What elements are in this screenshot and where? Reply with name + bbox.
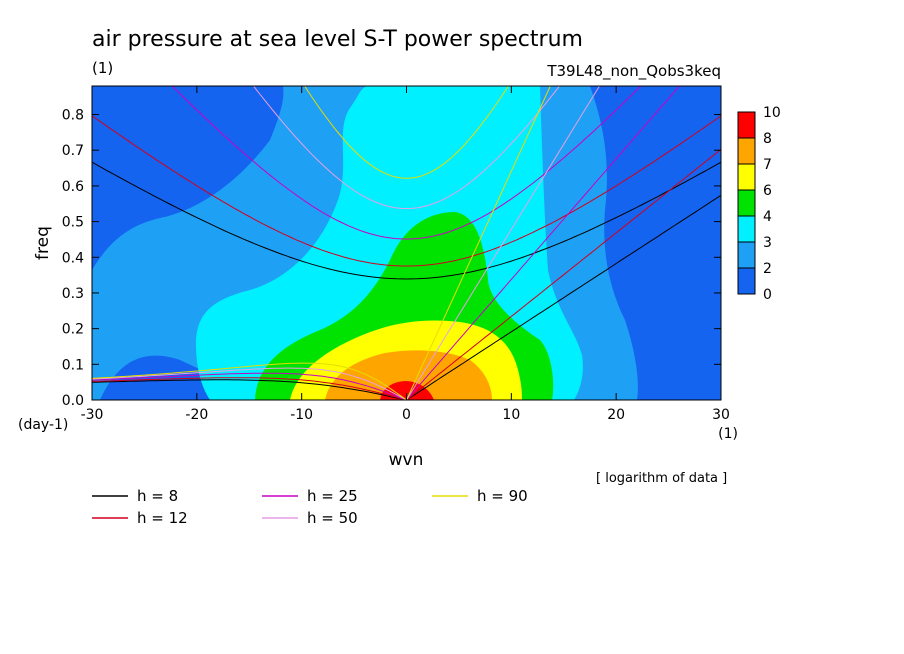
dispersion-curve xyxy=(406,86,551,400)
y-axis-label: freq xyxy=(33,226,53,260)
legend-label: h = 25 xyxy=(307,487,358,505)
colorbar-label: 10 xyxy=(763,105,781,121)
legend: h = 8 h = 12 h = 25 h = 50 h = 90 xyxy=(92,487,528,527)
y-unit-label: (day-1) xyxy=(18,417,68,433)
y-tick-label: 0.8 xyxy=(62,108,84,124)
y-tick-label: 0.2 xyxy=(62,322,84,338)
y-tick-label: 0.0 xyxy=(62,393,84,409)
colorbar-label: 8 xyxy=(763,131,772,147)
colorbar-swatch xyxy=(737,137,756,165)
x-axis-label: wvn xyxy=(389,450,424,470)
y-tick-label: 0.6 xyxy=(62,179,84,195)
x-tick-label: 0 xyxy=(402,407,411,423)
dispersion-curve xyxy=(92,362,407,400)
x-tick-label: 10 xyxy=(502,407,520,423)
dispersion-curve xyxy=(92,367,407,400)
legend-label: h = 8 xyxy=(137,487,178,505)
colorbar-label: 7 xyxy=(763,157,772,173)
dispersion-curve xyxy=(406,86,681,400)
x-tick-label: -30 xyxy=(81,407,104,423)
level-7-8 xyxy=(325,350,492,400)
y-tick-label: 0.5 xyxy=(62,215,84,231)
dispersion-curve xyxy=(252,86,561,210)
dispersion-curve xyxy=(92,115,721,267)
x-axis: -30 -20 -10 0 10 20 30 xyxy=(81,86,730,423)
colorbar-swatch xyxy=(737,189,756,217)
y-axis: 0.0 0.1 0.2 0.3 0.4 0.5 0.6 0.7 0.8 xyxy=(62,108,721,409)
colorbar-swatch xyxy=(737,241,756,269)
y-tick-label: 0.7 xyxy=(62,143,84,159)
colorbar-swatch xyxy=(737,215,756,243)
y-tick-label: 0.4 xyxy=(62,250,84,266)
dispersion-curve xyxy=(92,161,721,280)
x-tick-label: -20 xyxy=(185,407,208,423)
dispersion-curves xyxy=(92,86,721,400)
chart-units: (1) xyxy=(92,59,113,77)
dispersion-curve xyxy=(171,86,642,240)
colorbar: 0 2 3 4 6 7 8 10 xyxy=(737,105,781,303)
colorbar-label: 3 xyxy=(763,235,772,251)
contour-field xyxy=(92,86,721,400)
dispersion-curve xyxy=(406,86,601,400)
x-tick-label: 20 xyxy=(607,407,625,423)
y-tick-label: 0.1 xyxy=(62,357,84,373)
dispersion-curve xyxy=(92,379,407,400)
colorbar-label: 0 xyxy=(763,287,772,303)
colorbar-label: 4 xyxy=(763,209,772,225)
y-tick-label: 0.3 xyxy=(62,286,84,302)
dispersion-curve xyxy=(304,86,509,179)
dispersion-curve xyxy=(406,148,721,400)
colorbar-swatch xyxy=(737,163,756,191)
data-note: [ logarithm of data ] xyxy=(596,471,727,486)
legend-label: h = 90 xyxy=(477,487,528,505)
x-tick-label: -10 xyxy=(290,407,313,423)
colorbar-swatch xyxy=(737,111,756,139)
x-tick-label: 30 xyxy=(712,407,730,423)
colorbar-label: 2 xyxy=(763,261,772,277)
x-unit-label: (1) xyxy=(718,426,738,442)
dispersion-curve xyxy=(92,372,407,400)
experiment-label: T39L48_non_Qobs3keq xyxy=(546,62,721,81)
dispersion-curve xyxy=(92,377,407,400)
colorbar-swatch xyxy=(737,267,756,295)
chart-title: air pressure at sea level S-T power spec… xyxy=(92,27,583,52)
colorbar-label: 6 xyxy=(763,183,772,199)
legend-label: h = 50 xyxy=(307,509,358,527)
legend-label: h = 12 xyxy=(137,509,188,527)
dispersion-curve xyxy=(406,194,721,400)
